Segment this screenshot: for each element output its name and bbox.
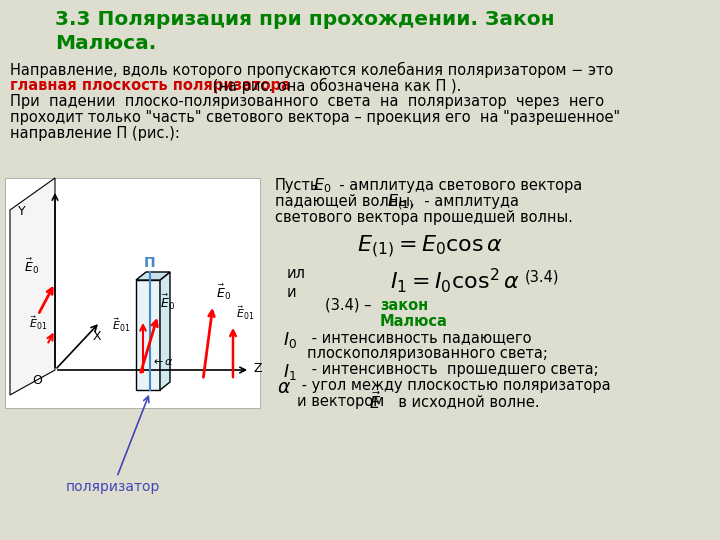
Text: $\vec{E}_0$: $\vec{E}_0$ (24, 256, 40, 276)
Text: - амплитуда: - амплитуда (415, 194, 519, 209)
Text: X: X (93, 330, 102, 343)
Text: - интенсивность падающего: - интенсивность падающего (307, 330, 531, 345)
Text: - интенсивность  прошедшего света;: - интенсивность прошедшего света; (307, 362, 598, 377)
Text: 3.3 Поляризация при прохождении. Закон: 3.3 Поляризация при прохождении. Закон (55, 10, 554, 29)
Text: П: П (144, 256, 156, 270)
Text: Направление, вдоль которого пропускаются колебания поляризатором − это: Направление, вдоль которого пропускаются… (10, 62, 613, 78)
Text: и вектором: и вектором (297, 394, 384, 409)
Text: (3.4) –: (3.4) – (325, 298, 376, 313)
Text: $\vec{E}_{01}$: $\vec{E}_{01}$ (112, 316, 130, 334)
Text: ил
и: ил и (287, 266, 306, 300)
Text: O: O (32, 374, 42, 387)
Polygon shape (160, 272, 170, 390)
Text: Малюса.: Малюса. (55, 34, 156, 53)
Text: $I_1 = I_0 \cos^2\alpha$: $I_1 = I_0 \cos^2\alpha$ (390, 266, 520, 295)
Text: При  падении  плоско-поляризованного  света  на  поляризатор  через  него: При падении плоско-поляризованного света… (10, 94, 604, 109)
Text: $\vec{E}_0$: $\vec{E}_0$ (160, 293, 175, 312)
Text: направление Π (рис.):: направление Π (рис.): (10, 126, 180, 141)
Text: - угол между плоскостью поляризатора: - угол между плоскостью поляризатора (297, 378, 611, 393)
Text: Малюса: Малюса (380, 314, 448, 329)
Text: светового вектора прошедшей волны.: светового вектора прошедшей волны. (275, 210, 573, 225)
Text: главная плоскость поляризатора: главная плоскость поляризатора (10, 78, 291, 93)
Text: $\vec{E}$: $\vec{E}$ (369, 391, 381, 412)
Polygon shape (10, 178, 55, 395)
Text: закон: закон (380, 298, 428, 313)
Text: $\vec{E}_{01}$: $\vec{E}_{01}$ (29, 314, 48, 332)
Polygon shape (136, 280, 160, 390)
Text: $I_1$: $I_1$ (283, 362, 297, 382)
FancyBboxPatch shape (5, 178, 260, 408)
Text: (3.4): (3.4) (525, 270, 559, 285)
Text: падающей волны,: падающей волны, (275, 194, 415, 209)
Text: Z: Z (253, 361, 261, 375)
Text: (на рис. она обозначена как Π ).: (на рис. она обозначена как Π ). (208, 78, 462, 94)
Text: - амплитуда светового вектора: - амплитуда светового вектора (330, 178, 582, 193)
Text: Y: Y (18, 205, 26, 218)
Text: $\vec{E}_0$: $\vec{E}_0$ (216, 282, 231, 302)
Text: $E_0$: $E_0$ (313, 176, 331, 195)
Text: $\alpha$: $\alpha$ (277, 378, 291, 397)
Text: $\leftarrow\alpha$: $\leftarrow\alpha$ (151, 357, 174, 367)
Text: Пусть: Пусть (275, 178, 320, 193)
Text: в исходной волне.: в исходной волне. (389, 394, 539, 409)
Polygon shape (136, 272, 170, 280)
Text: $E_{(1)}$: $E_{(1)}$ (387, 192, 414, 212)
Text: плоскополяризованного света;: плоскополяризованного света; (307, 346, 548, 361)
Text: $E_{(1)} = E_0 \cos\alpha$: $E_{(1)} = E_0 \cos\alpha$ (357, 234, 503, 260)
Text: $I_0$: $I_0$ (283, 330, 297, 350)
Text: проходит только "часть" светового вектора – проекция его  на "разрешенное": проходит только "часть" светового вектор… (10, 110, 620, 125)
Text: $\vec{E}_{01}$: $\vec{E}_{01}$ (236, 305, 254, 322)
Text: поляризатор: поляризатор (66, 396, 160, 494)
